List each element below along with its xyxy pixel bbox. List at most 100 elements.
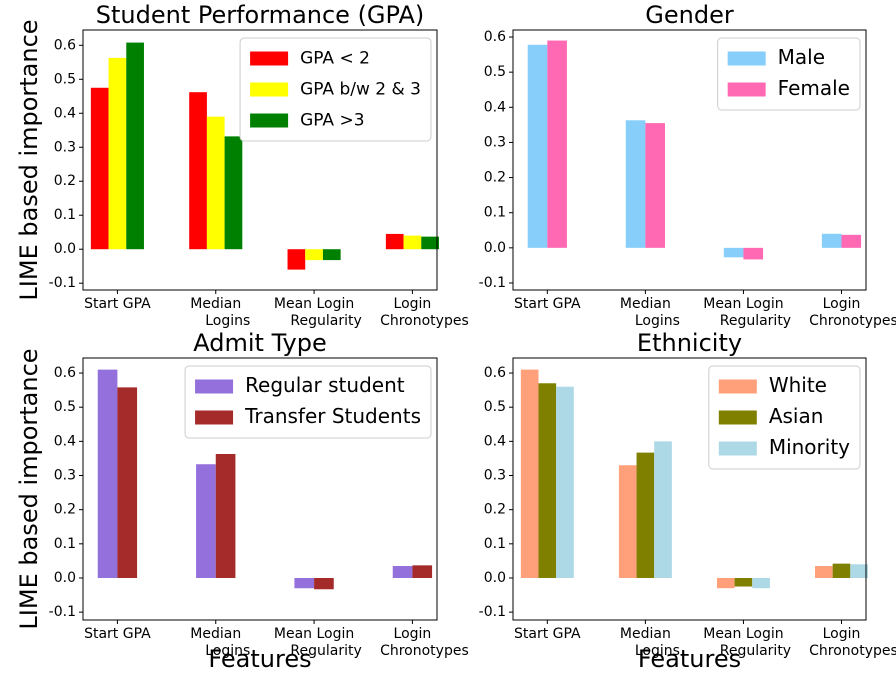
bar — [224, 136, 243, 250]
x-tick-label: Login Chronotypes — [809, 626, 896, 659]
legend-swatch — [727, 51, 766, 66]
y-tick-label: 0.1 — [54, 207, 76, 223]
y-tick-label: 0.5 — [484, 64, 506, 80]
axes-frame — [82, 357, 438, 621]
y-tick-label: 0.0 — [54, 570, 76, 586]
bar — [743, 247, 764, 260]
bar — [206, 116, 225, 250]
legend-label: GPA < 2 — [300, 49, 370, 69]
bar — [538, 383, 557, 578]
axes-frame — [512, 29, 867, 291]
chart-title: Student Performance (GPA) — [96, 1, 425, 29]
x-tick-label: Start GPA — [514, 296, 581, 312]
bar — [403, 235, 422, 250]
axes-frame — [512, 357, 867, 621]
x-tick-label: Login Chronotypes — [380, 296, 469, 329]
bar — [189, 92, 207, 250]
bar — [385, 233, 404, 250]
bar — [314, 577, 334, 590]
y-tick-label: 0.0 — [54, 241, 76, 257]
y-tick-label: 0.5 — [54, 71, 76, 87]
axes-frame — [82, 29, 438, 291]
legend-swatch — [718, 410, 757, 425]
bar — [723, 247, 744, 258]
bar — [556, 386, 574, 578]
x-tick-label: Login Chronotypes — [809, 296, 896, 329]
y-tick-label: 0.1 — [54, 536, 76, 552]
y-tick-label: 0.1 — [484, 205, 506, 221]
bar — [196, 464, 216, 578]
y-tick-label: 0.0 — [484, 240, 506, 256]
legend-label: Female — [778, 76, 850, 100]
x-tick-label: Mean Login Regularity — [274, 626, 362, 659]
legend-swatch — [195, 379, 234, 394]
bar — [850, 564, 868, 578]
legend-label: Regular student — [245, 373, 405, 397]
chart-title: Admit Type — [193, 329, 326, 357]
y-tick-label: 0.4 — [484, 99, 506, 115]
y-tick-label: 0.5 — [54, 399, 76, 415]
x-axis-label: Features — [208, 645, 311, 673]
x-tick-label: Mean Login Regularity — [703, 626, 791, 659]
legend-box — [184, 365, 432, 439]
y-axis-label: LIME based importance — [15, 19, 43, 300]
bar — [716, 577, 735, 589]
bar — [752, 577, 770, 589]
x-tick-label: Mean Login Regularity — [274, 296, 362, 329]
bar — [294, 577, 315, 589]
chart-title: Gender — [645, 1, 734, 29]
y-tick-label: 0.3 — [54, 139, 76, 155]
y-tick-label: 0.3 — [484, 134, 506, 150]
legend: White Asian Minority — [708, 365, 861, 470]
bar — [618, 465, 637, 578]
x-tick-label: Median Logins — [190, 296, 250, 329]
legend-label: Minority — [769, 435, 850, 459]
bar — [322, 249, 341, 261]
y-tick-label: 0.0 — [484, 570, 506, 586]
y-axis-label: LIME based importance — [15, 348, 43, 629]
x-tick-label: Start GPA — [84, 626, 151, 642]
bar — [832, 563, 851, 578]
chart-title: Ethnicity — [637, 329, 742, 357]
y-tick-label: 0.4 — [54, 105, 76, 121]
bar — [287, 249, 306, 270]
bar — [108, 57, 127, 250]
bar — [527, 44, 548, 248]
legend-label: Asian — [769, 404, 824, 428]
y-tick-label: 0.4 — [54, 433, 76, 449]
bar — [841, 234, 862, 248]
bar — [625, 120, 646, 248]
y-tick-label: 0.6 — [54, 37, 76, 53]
bar — [126, 42, 144, 250]
bar — [821, 233, 842, 248]
bar — [97, 369, 118, 578]
y-tick-label: 0.3 — [484, 468, 506, 484]
x-tick-label: Median Logins — [620, 626, 680, 659]
legend-swatch — [727, 82, 766, 97]
y-tick-label: 0.3 — [54, 468, 76, 484]
y-tick-label: 0.1 — [484, 536, 506, 552]
bar — [547, 40, 567, 248]
y-tick-label: 0.2 — [54, 173, 76, 189]
y-tick-label: 0.6 — [484, 365, 506, 381]
bar — [412, 565, 433, 578]
legend-swatch — [250, 82, 289, 97]
bar — [90, 87, 109, 250]
legend-label: Transfer Students — [244, 404, 421, 428]
bar — [815, 566, 833, 578]
legend-swatch — [718, 379, 757, 394]
legend-label: White — [769, 373, 827, 397]
y-tick-label: 0.2 — [54, 502, 76, 518]
legend-swatch — [195, 410, 234, 425]
x-tick-label: Mean Login Regularity — [703, 296, 791, 329]
legend-label: GPA b/w 2 & 3 — [300, 80, 421, 100]
legend: Male Female — [717, 37, 861, 111]
y-tick-label: 0.6 — [484, 29, 506, 45]
y-tick-label: 0.2 — [484, 502, 506, 518]
bar — [215, 453, 236, 578]
y-tick-label: -0.1 — [479, 604, 506, 620]
x-tick-label: Start GPA — [84, 296, 151, 312]
y-tick-label: 0.4 — [484, 433, 506, 449]
y-tick-label: 0.2 — [484, 170, 506, 186]
